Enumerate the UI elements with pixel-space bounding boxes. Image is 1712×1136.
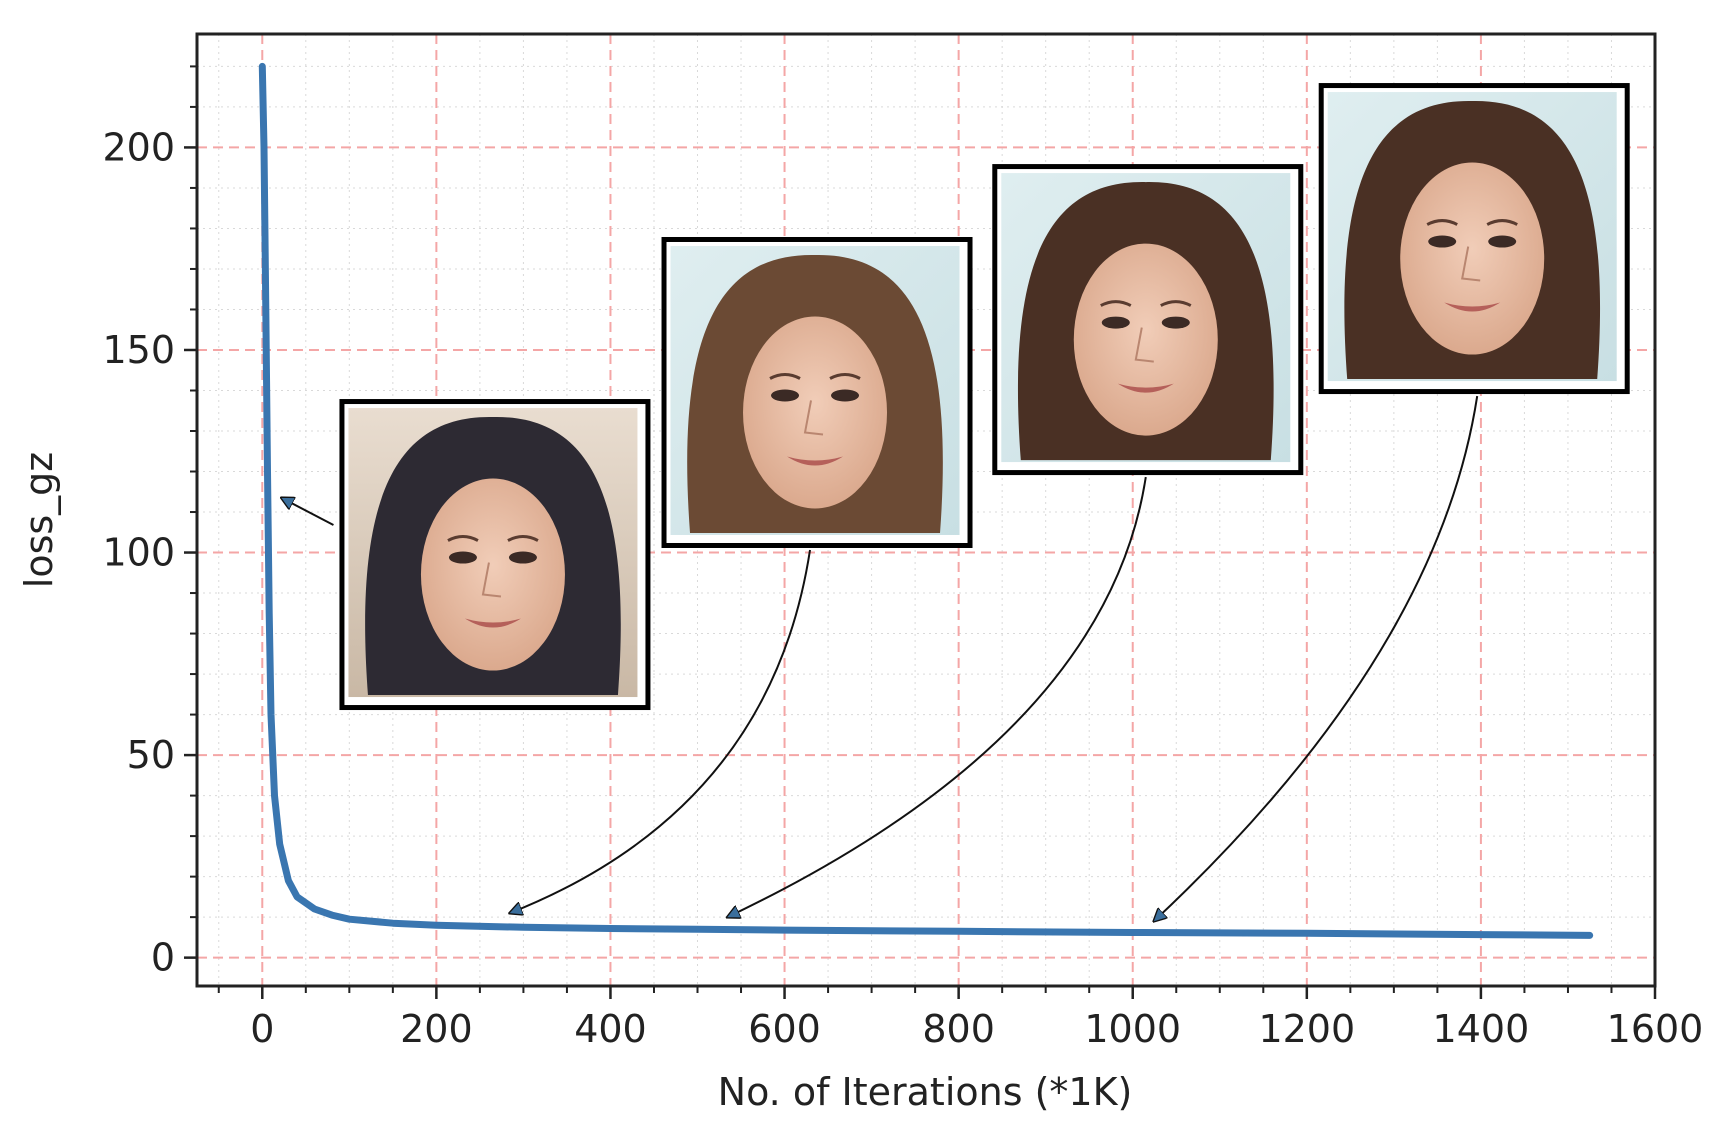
y-tick-label: 100 [102,531,175,575]
face-shape [1400,162,1545,355]
x-tick-label: 1600 [1607,1007,1704,1051]
y-tick-label: 50 [127,733,175,777]
face-thumbnail [661,236,973,548]
ticks-layer [184,65,1657,999]
face-shape [420,478,565,671]
face-thumbnail [992,164,1304,476]
y-tick-label: 0 [151,936,175,980]
face-thumbnail [339,399,651,711]
left-brow [769,372,801,380]
left-brow [1426,219,1458,226]
nose [481,562,502,598]
annotation-arrow [1154,395,1479,921]
left-brow [447,535,479,542]
x-tick-label: 1000 [1084,1007,1181,1051]
annotation-arrow [727,476,1147,917]
series-layer [258,62,1594,939]
right-eye [1488,235,1517,248]
x-axis-title: No. of Iterations (*1K) [718,1070,1133,1114]
face-portrait-icon [687,254,943,533]
y-tick-label: 200 [102,125,175,169]
x-tick-label: 400 [574,1007,647,1051]
x-tick-label: 1400 [1433,1007,1530,1051]
annotation-arrow [281,498,334,526]
right-eye [831,389,860,402]
nose [803,400,824,436]
left-brow [1100,300,1132,307]
face-shape [1073,243,1218,436]
x-tick-label: 200 [400,1007,473,1051]
left-eye [1101,316,1130,329]
y-axis-title: loss_gz [17,452,61,588]
left-eye [1428,235,1457,248]
face-portrait-icon [1344,101,1601,380]
x-tick-label: 0 [250,1007,274,1051]
annotation-layer [281,83,1630,921]
x-tick-label: 1200 [1258,1007,1355,1051]
tick-labels: 0 200 400 600 800 1000 1200 1400 1600 0 50 100 150 20… [102,125,1703,1051]
mouth [787,456,844,466]
x-tick-label: 800 [922,1007,995,1051]
right-eye [1161,316,1190,329]
face-shape [743,316,888,509]
right-brow [1486,219,1518,226]
nose [1461,246,1481,282]
mouth [464,618,521,628]
nose [1134,327,1154,363]
annotation-arrow [510,549,812,913]
right-brow [507,535,539,542]
x-tick-label: 600 [748,1007,821,1051]
right-eye [508,551,537,564]
mouth [1117,383,1174,393]
face-portrait-icon [1017,182,1274,461]
left-eye [771,389,800,402]
plot-frame [195,32,1657,988]
y-tick-label: 150 [102,328,175,372]
left-eye [448,551,477,564]
right-brow [829,372,861,380]
mouth [1444,302,1501,312]
loss-series-line [258,62,1594,939]
face-portrait-icon [365,416,621,696]
face-thumbnail [1318,83,1630,395]
right-brow [1160,300,1192,307]
